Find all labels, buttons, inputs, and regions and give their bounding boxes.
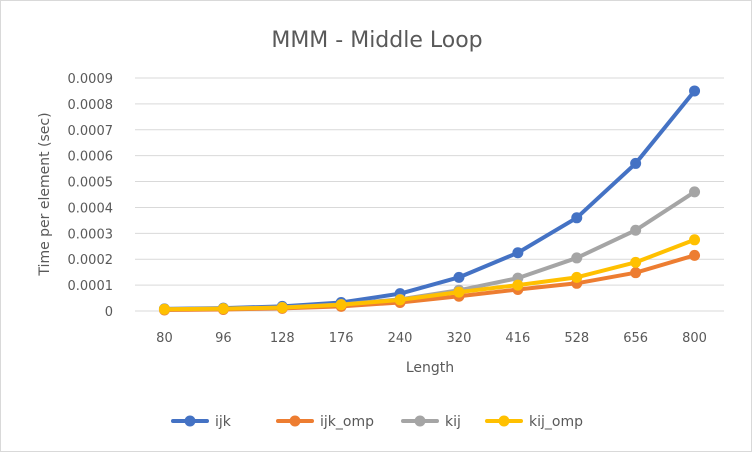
x-tick-label: 240 bbox=[388, 331, 413, 346]
x-tick-label: 528 bbox=[564, 331, 589, 346]
data-point bbox=[630, 256, 642, 268]
legend-label: ijk_omp bbox=[320, 414, 374, 430]
y-tick-label: 0.0002 bbox=[68, 253, 114, 268]
legend-swatch-marker bbox=[184, 415, 196, 427]
legend-swatch-marker bbox=[289, 415, 301, 427]
series-kij_omp bbox=[158, 234, 701, 315]
y-axis-title: Time per element (sec) bbox=[37, 112, 53, 276]
x-tick-label: 96 bbox=[215, 331, 232, 346]
series-line bbox=[162, 237, 697, 312]
data-point bbox=[689, 249, 701, 261]
series-line bbox=[162, 189, 697, 312]
data-point bbox=[689, 85, 701, 97]
y-tick-label: 0.0005 bbox=[68, 176, 114, 191]
data-point bbox=[689, 234, 701, 246]
legend-label: kij bbox=[445, 414, 461, 430]
data-point bbox=[217, 303, 229, 315]
legend-item: kij bbox=[401, 414, 461, 430]
gridlines bbox=[135, 77, 724, 312]
data-point bbox=[630, 267, 642, 279]
y-tick-label: 0.0007 bbox=[68, 124, 114, 139]
data-point bbox=[335, 299, 347, 311]
x-tick-label: 128 bbox=[270, 331, 295, 346]
legend-label: ijk bbox=[215, 414, 232, 430]
legend-item: ijk_omp bbox=[276, 414, 374, 430]
data-point bbox=[276, 302, 288, 314]
x-tick-label: 176 bbox=[329, 331, 354, 346]
y-tick-label: 0.0009 bbox=[68, 72, 114, 87]
x-tick-label: 80 bbox=[156, 331, 173, 346]
y-tick-label: 0.0008 bbox=[68, 98, 114, 113]
data-point bbox=[158, 303, 170, 315]
data-point bbox=[453, 286, 465, 298]
legend-item: ijk bbox=[171, 414, 232, 430]
legend-swatch-marker bbox=[414, 415, 426, 427]
series-line bbox=[162, 253, 697, 312]
series-ijk bbox=[158, 85, 701, 315]
chart-title: MMM - Middle Loop bbox=[271, 28, 482, 53]
legend: ijk ijk_omp kij kij_omp bbox=[171, 414, 583, 430]
x-tick-label: 656 bbox=[623, 331, 648, 346]
data-point bbox=[571, 252, 583, 264]
series-lines bbox=[158, 85, 701, 316]
legend-swatch-marker bbox=[498, 415, 510, 427]
data-point bbox=[394, 294, 406, 306]
data-point bbox=[630, 157, 642, 169]
x-tick-label: 320 bbox=[447, 331, 472, 346]
y-axis-ticks: 0 0.0001 0.0002 0.0003 0.0004 0.0005 0.0006 0.0… bbox=[68, 72, 114, 320]
x-axis-title: Length bbox=[406, 360, 454, 376]
legend-label: kij_omp bbox=[529, 414, 583, 430]
data-point bbox=[512, 247, 524, 259]
y-tick-label: 0.0006 bbox=[68, 150, 114, 165]
data-point bbox=[689, 186, 701, 198]
legend-item: kij_omp bbox=[485, 414, 583, 430]
data-point bbox=[453, 271, 465, 283]
y-tick-label: 0.0001 bbox=[68, 279, 114, 294]
data-point bbox=[571, 271, 583, 283]
data-point bbox=[512, 279, 524, 291]
x-tick-label: 416 bbox=[505, 331, 530, 346]
y-tick-label: 0 bbox=[105, 305, 113, 320]
data-point bbox=[571, 212, 583, 224]
data-point bbox=[630, 224, 642, 236]
y-tick-label: 0.0003 bbox=[68, 227, 114, 242]
x-axis-ticks: 80 96 128 176 240 320 416 528 656 800 bbox=[156, 331, 707, 346]
x-tick-label: 800 bbox=[682, 331, 707, 346]
y-tick-label: 0.0004 bbox=[68, 201, 114, 216]
